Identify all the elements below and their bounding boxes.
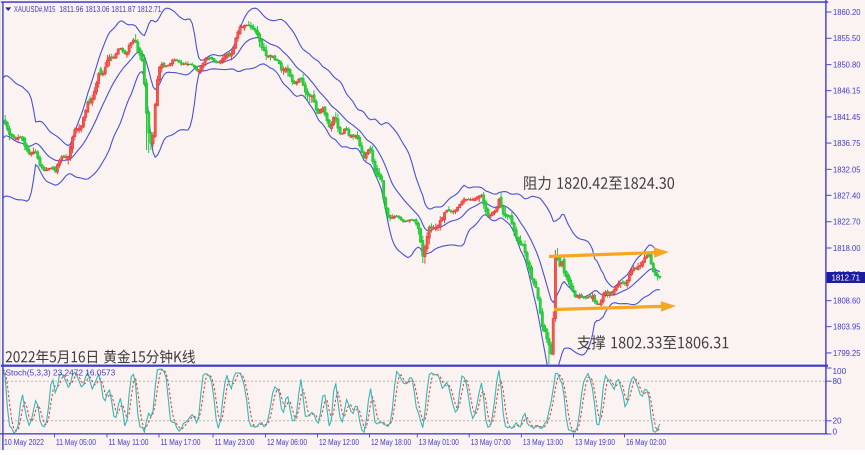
svg-text:1855.50: 1855.50 [833,34,861,43]
svg-text:1811.87: 1811.87 [111,5,135,14]
svg-text:12 May 18:00: 12 May 18:00 [371,438,411,447]
svg-text:1841.45: 1841.45 [833,113,861,122]
svg-text:11 May 23:00: 11 May 23:00 [215,438,255,447]
svg-text:1799.25: 1799.25 [833,349,861,358]
svg-text:1850.80: 1850.80 [833,61,861,70]
svg-text:1860.20: 1860.20 [833,8,861,17]
svg-text:13 May 01:00: 13 May 01:00 [419,438,459,447]
svg-text:80: 80 [833,377,843,386]
svg-text:13 May 19:00: 13 May 19:00 [575,438,615,447]
svg-text:13 May 07:00: 13 May 07:00 [471,438,511,447]
svg-text:1846.15: 1846.15 [833,87,861,96]
svg-text:1808.60: 1808.60 [833,297,861,306]
svg-text:12 May 12:00: 12 May 12:00 [319,438,359,447]
svg-text:10 May 2022: 10 May 2022 [4,438,44,447]
svg-text:12 May 06:00: 12 May 06:00 [267,438,307,447]
svg-text:1812.71: 1812.71 [832,274,861,283]
svg-text:1832.05: 1832.05 [833,165,861,174]
svg-text:1803.95: 1803.95 [833,323,861,332]
svg-text:13 May 13:00: 13 May 13:00 [523,438,563,447]
svg-text:1827.40: 1827.40 [833,191,861,200]
svg-text:11 May 05:00: 11 May 05:00 [56,438,96,447]
svg-text:1813.06: 1813.06 [85,5,109,14]
svg-text:100: 100 [833,367,847,376]
svg-text:0: 0 [833,427,838,436]
svg-text:11 May 17:00: 11 May 17:00 [161,438,201,447]
svg-text:20: 20 [833,417,843,426]
svg-text:1812.71: 1812.71 [137,5,161,14]
svg-text:1836.75: 1836.75 [833,139,861,148]
svg-text:16 May 02:00: 16 May 02:00 [626,438,666,447]
svg-text:1818.00: 1818.00 [833,244,861,253]
svg-text:11 May 11:00: 11 May 11:00 [109,438,149,447]
svg-text:Stoch(5,3,3) 23.2472 16.0573: Stoch(5,3,3) 23.2472 16.0573 [6,368,116,378]
svg-text:1811.96: 1811.96 [59,5,83,14]
svg-text:1822.70: 1822.70 [833,218,861,227]
svg-text:XAUUSD#,M15: XAUUSD#,M15 [14,5,56,14]
